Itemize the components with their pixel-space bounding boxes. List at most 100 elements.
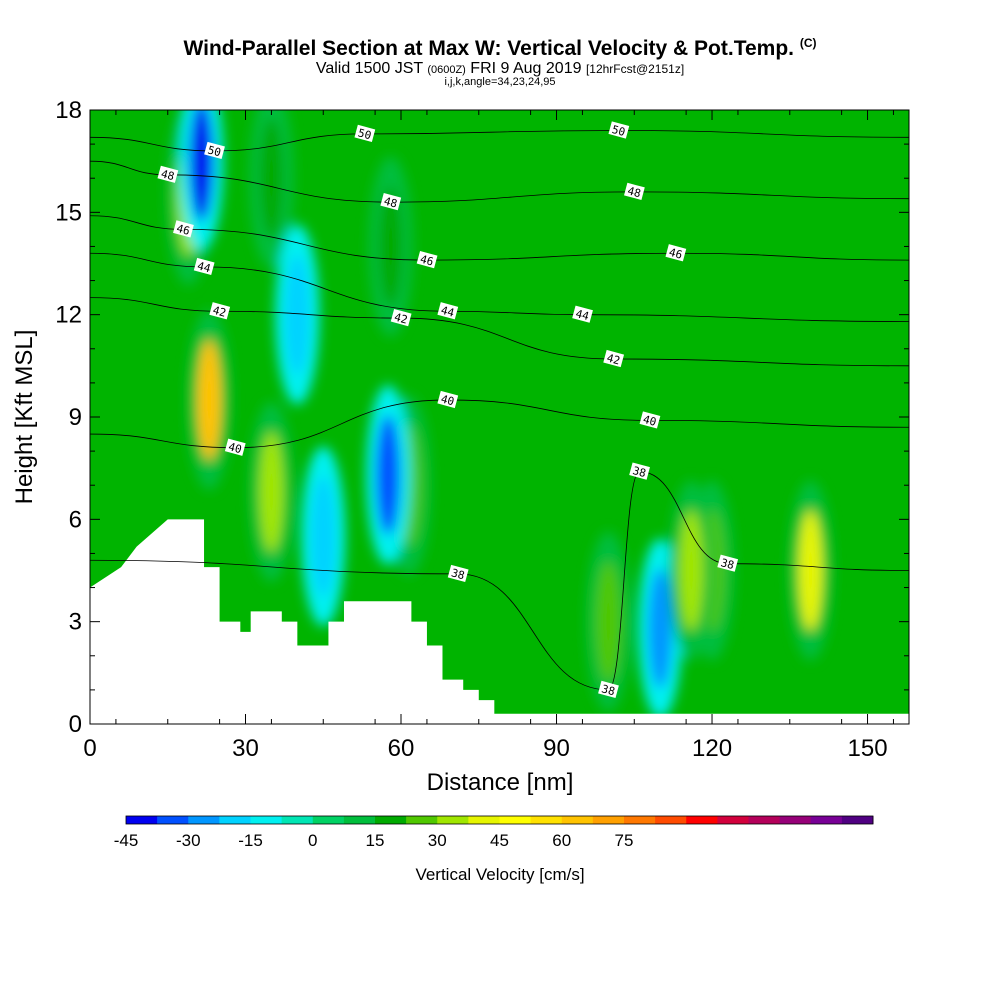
svg-text:40: 40 <box>642 413 658 429</box>
y-tick-label: 18 <box>55 97 82 124</box>
chart-title: Wind-Parallel Section at Max W: Vertical… <box>183 36 817 60</box>
contour-label: 38 <box>717 554 739 572</box>
contour-label: 42 <box>209 302 231 320</box>
svg-text:46: 46 <box>175 222 191 238</box>
colorbar-swatch <box>343 816 376 824</box>
svg-text:46: 46 <box>419 253 435 269</box>
colorbar-swatch <box>375 816 407 824</box>
w-feature <box>798 510 823 631</box>
w-feature <box>259 432 284 553</box>
y-tick-label: 12 <box>55 302 82 329</box>
w-feature <box>311 476 336 597</box>
svg-text:44: 44 <box>196 259 213 275</box>
colorbar-tick-label: -45 <box>114 831 139 850</box>
contour-label: 50 <box>608 121 630 139</box>
contour-label: 44 <box>572 305 593 323</box>
y-tick-label: 15 <box>55 199 82 226</box>
svg-text:44: 44 <box>439 304 456 320</box>
w-feature <box>259 118 284 239</box>
theta-contour <box>90 130 909 152</box>
colorbar-swatch <box>126 816 158 824</box>
colorbar-tick-label: 0 <box>308 831 317 850</box>
y-tick-label: 9 <box>69 404 82 431</box>
contour-label: 40 <box>639 411 661 429</box>
colorbar-swatch <box>312 816 345 824</box>
colorbar-swatch <box>499 816 532 824</box>
x-tick-label: 150 <box>848 735 888 762</box>
colorbar-swatch <box>437 816 469 824</box>
colorbar-swatch <box>468 816 500 824</box>
chart-subtitle: Valid 1500 JST (0600Z) FRI 9 Aug 2019 [1… <box>315 60 685 77</box>
contour-label: 48 <box>624 182 645 200</box>
x-axis-label: Distance [nm] <box>427 769 574 796</box>
svg-text:48: 48 <box>382 195 398 211</box>
colorbar-swatch <box>406 816 438 824</box>
colorbar-swatch <box>748 816 781 824</box>
colorbar-swatch <box>592 816 625 824</box>
svg-text:50: 50 <box>357 126 373 142</box>
colorbar-swatch <box>561 816 594 824</box>
colorbar-swatch <box>250 816 283 824</box>
chart-indices: i,j,k,angle=34,23,24,95 <box>444 76 556 88</box>
colorbar-swatch <box>841 816 874 824</box>
y-tick-label: 0 <box>69 711 82 738</box>
colorbar-swatch <box>779 816 812 824</box>
w-feature <box>679 510 704 631</box>
contour-label: 50 <box>354 124 376 142</box>
svg-text:50: 50 <box>611 123 627 139</box>
svg-text:38: 38 <box>450 566 466 582</box>
colorbar-tick-label: 15 <box>366 831 385 850</box>
x-tick-label: 0 <box>83 735 96 762</box>
colorbar-tick-label: 45 <box>490 831 509 850</box>
svg-text:38: 38 <box>600 682 616 698</box>
contour-label: 46 <box>173 220 194 238</box>
w-feature <box>378 186 403 307</box>
w-feature <box>285 254 310 375</box>
colorbar-swatch <box>530 816 563 824</box>
contour-label: 42 <box>390 308 412 327</box>
contour-label: 44 <box>193 257 215 275</box>
contour-label: 38 <box>598 680 619 698</box>
colorbar-swatch <box>157 816 189 824</box>
colorbar-tick-label: 60 <box>552 831 571 850</box>
contour-label: 38 <box>629 462 650 480</box>
x-tick-label: 30 <box>232 735 259 762</box>
x-tick-label: 90 <box>543 735 570 762</box>
colorbar-tick-label: 30 <box>428 831 447 850</box>
colorbar-tick-label: -30 <box>176 831 201 850</box>
svg-text:50: 50 <box>206 143 222 159</box>
svg-text:44: 44 <box>574 307 591 323</box>
contour-label: 48 <box>380 193 402 211</box>
x-tick-label: 120 <box>692 735 732 762</box>
terrain <box>90 519 909 724</box>
svg-text:48: 48 <box>160 167 176 183</box>
svg-text:38: 38 <box>631 464 647 480</box>
svg-text:46: 46 <box>668 246 684 262</box>
svg-text:42: 42 <box>393 311 409 327</box>
contour-label: 38 <box>447 564 469 582</box>
svg-text:48: 48 <box>626 184 642 200</box>
contour-label: 42 <box>603 349 625 367</box>
y-axis-label: Height [Kft MSL] <box>11 330 38 505</box>
w-feature <box>596 561 621 682</box>
contour-label: 46 <box>416 250 438 269</box>
contour-label: 50 <box>204 141 225 159</box>
colorbar-tick-label: -15 <box>238 831 263 850</box>
contour-label: 46 <box>665 244 687 262</box>
w-feature <box>189 110 214 222</box>
colorbar-tick-label: 75 <box>615 831 634 850</box>
svg-text:40: 40 <box>439 392 455 408</box>
colorbar-swatch <box>717 816 749 824</box>
contour-label: 44 <box>437 302 459 320</box>
colorbar-label: Vertical Velocity [cm/s] <box>415 865 584 884</box>
contour-label: 40 <box>437 390 459 408</box>
w-feature <box>648 568 673 689</box>
x-tick-label: 60 <box>388 735 415 762</box>
svg-text:38: 38 <box>719 556 735 572</box>
colorbar-swatch <box>219 816 251 824</box>
colorbar-frame <box>125 815 874 825</box>
w-feature <box>197 339 222 460</box>
w-feature <box>376 414 401 535</box>
contour-label: 40 <box>224 438 246 456</box>
